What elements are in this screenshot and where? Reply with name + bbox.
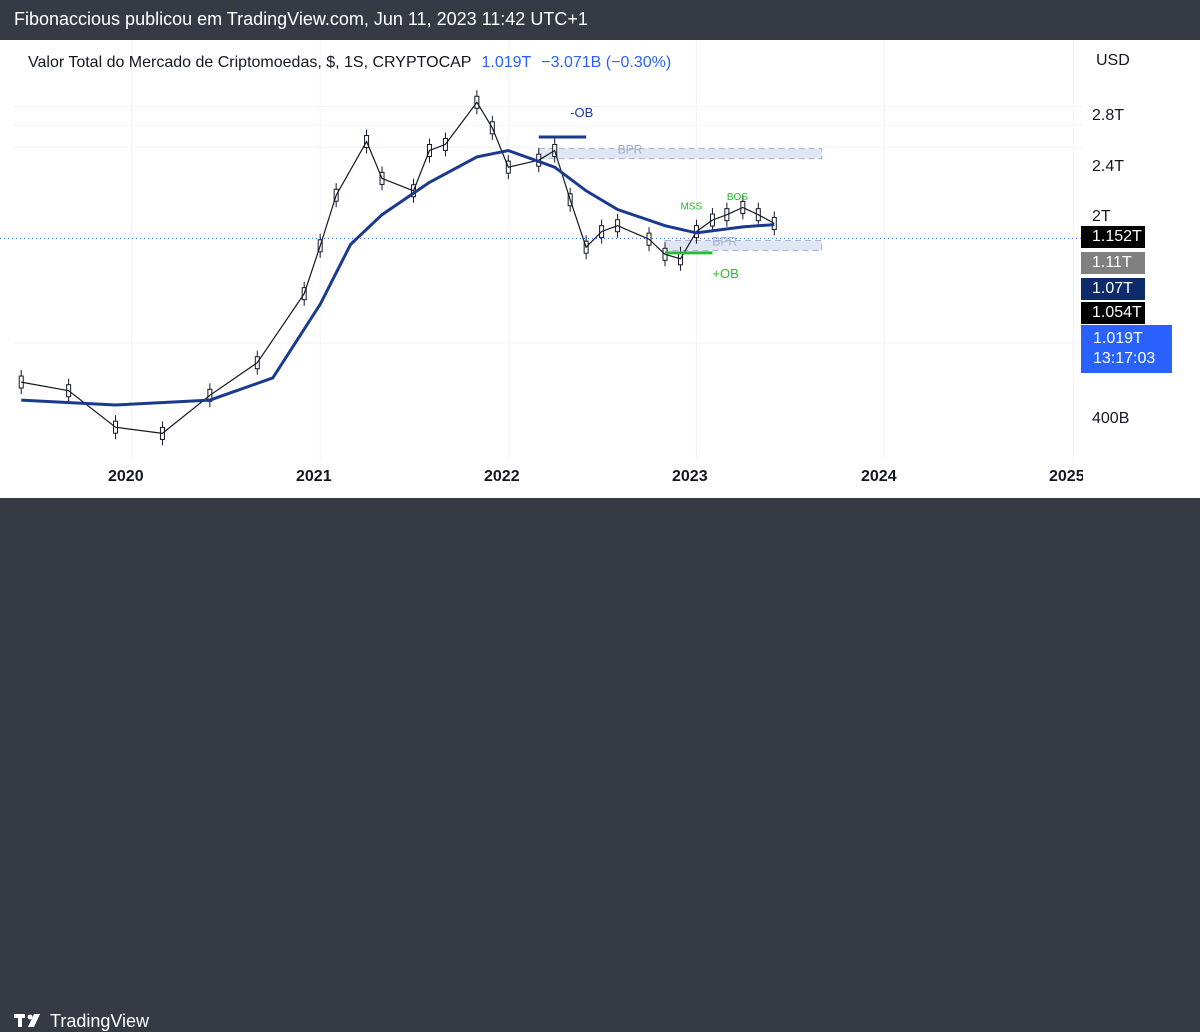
x-tick-label: 2021 [296, 468, 332, 485]
moving-average-line [21, 148, 775, 407]
current-price-tag: 1.019T 13:17:03 [1081, 325, 1172, 373]
y-tick-label: 2.4T [1092, 158, 1125, 175]
tradingview-logo-icon [14, 1014, 40, 1027]
publisher-bar: Fibonaccious publicou em TradingView.com… [0, 0, 1200, 40]
last-value: 1.019T [481, 54, 532, 71]
bos-label: BOS [727, 192, 748, 203]
price-tag: 1.07T [1081, 278, 1145, 300]
price-change: −3.071B (−0.30%) [541, 54, 672, 71]
publisher-line: Fibonaccious publicou em TradingView.com… [14, 9, 588, 29]
x-tick-label: 2025 [1049, 468, 1083, 485]
price-tag: 1.11T [1081, 252, 1145, 274]
chart-title-row: Valor Total do Mercado de Criptomoedas, … [28, 54, 671, 72]
chart-title: Valor Total do Mercado de Criptomoedas, … [28, 54, 472, 71]
chart-canvas[interactable]: -OB +OB BPR BPR MSS BOS [0, 40, 1200, 498]
tradingview-brand: TradingView [50, 1011, 150, 1031]
bpr-label-upper: BPR [618, 143, 643, 157]
y-tick-label: 2T [1092, 208, 1111, 225]
bpr-label-lower: BPR [712, 234, 737, 248]
current-price: 1.019T [1093, 330, 1143, 347]
bpr-zone-lower [664, 239, 823, 251]
footer-bar: TradingView [0, 498, 1200, 1031]
price-series-line [21, 101, 775, 435]
bpr-zone-upper [538, 148, 823, 160]
y-tick-label: 2.8T [1092, 107, 1125, 124]
y-tick-label: 400B [1092, 410, 1130, 427]
price-tag: 1.054T [1081, 302, 1145, 324]
x-tick-label: 2024 [861, 468, 897, 485]
currency-label: USD [1096, 52, 1130, 69]
x-tick-label: 2020 [108, 468, 144, 485]
bar-countdown: 13:17:03 [1093, 350, 1156, 367]
price-tag: 1.152T [1081, 226, 1145, 248]
x-tick-label: 2022 [484, 468, 520, 485]
plus-ob-label: +OB [712, 266, 738, 281]
minus-ob-label: -OB [570, 105, 593, 120]
x-tick-label: 2023 [672, 468, 708, 485]
chart-panel[interactable]: -OB +OB BPR BPR MSS BOS Valor Total do Mercad… [0, 40, 1200, 498]
mss-label: MSS [680, 201, 702, 212]
